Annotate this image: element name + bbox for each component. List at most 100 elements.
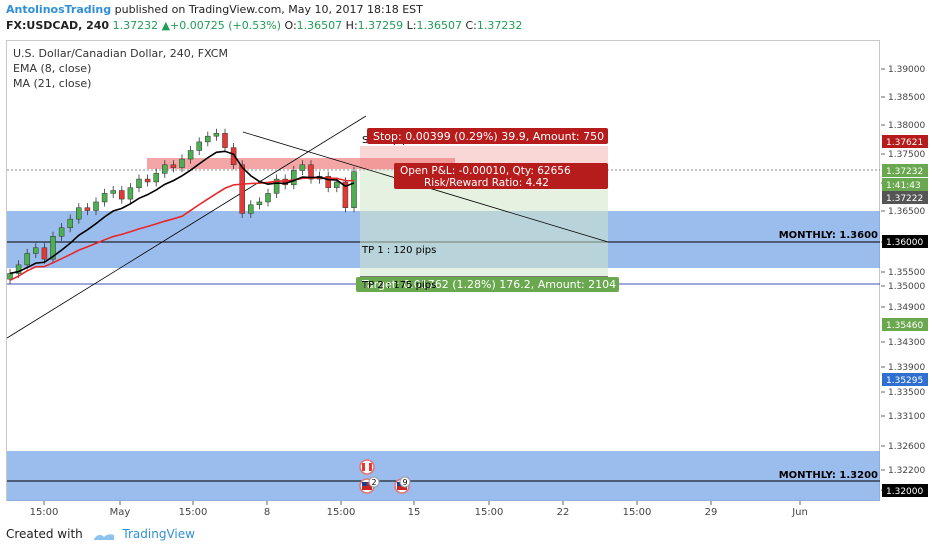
price-tag-label: 1.35295 <box>886 376 923 386</box>
candle <box>67 218 73 228</box>
candle <box>15 264 22 274</box>
candle <box>265 193 271 203</box>
time-tick-label: 15:00 <box>475 507 504 518</box>
price-tick-label: 1.33100 <box>888 412 925 422</box>
time-tick-label: 15:00 <box>30 507 59 518</box>
target-label: Target: 0.01762 (1.28%) 176.2, Amount: 2… <box>361 278 616 291</box>
price-tag-label: 1:41:43 <box>886 181 921 191</box>
price-tick-label: 1.39000 <box>888 65 925 75</box>
open-pnl-label: Open P&L: -0.00010, Qty: 62656 <box>400 165 571 177</box>
candle <box>84 207 91 211</box>
candle <box>136 178 142 188</box>
event-badge-9[interactable]: 9 <box>399 476 411 488</box>
legend-title: U.S. Dollar/Canadian Dollar, 240, FXCM <box>13 47 228 60</box>
price-tick-label: 1.36500 <box>888 207 925 217</box>
price-tag <box>882 191 928 204</box>
footer: Created with TradingView <box>6 527 195 541</box>
time-axis[interactable]: 15:00 May 15:00 8 15:00 15 15:00 22 15:00 29 Jun <box>30 501 808 518</box>
ohlc-line: FX:USDCAD, 240 1.37232 ▲+0.00725 (+0.53%… <box>6 19 522 33</box>
ascending-trendline <box>6 115 367 339</box>
open-value: 1.36507 <box>296 19 343 32</box>
time-tick-label: 22 <box>557 507 570 518</box>
price-tag <box>882 318 928 331</box>
canada-flag-icon[interactable] <box>359 459 375 475</box>
candle <box>299 164 306 171</box>
price-tag <box>882 373 928 386</box>
price-tick-label: 1.33500 <box>888 388 925 398</box>
candle <box>308 164 314 180</box>
tp1-label: TP 1 : 120 pips <box>361 245 436 256</box>
candle <box>33 247 39 254</box>
price-tick-label: 1.35000 <box>888 282 925 292</box>
stop-label-box[interactable] <box>367 128 608 144</box>
price-tag <box>882 484 928 497</box>
time-tick-label: 15:00 <box>623 507 652 518</box>
price-axis[interactable]: 1.390001.385001.380001.375001.370001.365… <box>881 40 932 501</box>
price-tag-label: 1.37232 <box>886 167 923 177</box>
ema-line <box>9 150 355 275</box>
target-label-box[interactable] <box>356 277 619 292</box>
candle <box>127 187 134 200</box>
tradingview-brand[interactable]: TradingView <box>122 527 195 541</box>
low-label: L: <box>406 19 417 32</box>
time-tick-label: 15:00 <box>327 507 356 518</box>
publish-line: AntolinosTrading published on TradingVie… <box>6 3 423 17</box>
svg-text:9: 9 <box>402 478 407 487</box>
open-pnl-box[interactable] <box>394 163 608 189</box>
candle <box>273 178 280 194</box>
time-tick-label: 15 <box>408 507 421 518</box>
close-value: 1.37232 <box>476 19 523 32</box>
candle <box>351 171 357 208</box>
symbol-label: FX:USDCAD, 240 <box>6 19 110 32</box>
monthly-zone-lower <box>7 451 880 501</box>
price-tick-label: 1.32200 <box>888 466 925 476</box>
tp2-label: TP 2 : 175 pips <box>361 280 436 291</box>
candle <box>334 181 340 188</box>
price-tag-label: 1.36000 <box>886 238 923 248</box>
candle <box>325 175 331 188</box>
candle <box>256 201 263 206</box>
price-tag <box>882 235 928 248</box>
candle <box>248 204 254 214</box>
change-value: +0.00725 (+0.53%) <box>170 19 281 32</box>
candle <box>205 135 211 143</box>
legend-ma: MA (21, close) <box>13 77 92 90</box>
candle <box>213 133 220 137</box>
published-text: published on TradingView.com, May 10, 20… <box>114 3 423 16</box>
price-tick-label: 1.38500 <box>888 93 925 103</box>
price-tag-label: 1.37222 <box>886 194 923 204</box>
candle <box>291 170 297 186</box>
chart-legend: U.S. Dollar/Canadian Dollar, 240, FXCM E… <box>13 46 228 91</box>
candle <box>230 147 237 166</box>
close-label: C: <box>465 19 477 32</box>
candle <box>119 190 125 200</box>
price-tag <box>882 178 928 191</box>
price-tick-label: 1.32600 <box>888 442 925 452</box>
candle <box>170 164 177 168</box>
candle <box>24 253 30 266</box>
time-tick-label: Jun <box>791 507 808 518</box>
event-badge-2[interactable]: 2 <box>368 476 380 488</box>
high-value: 1.37259 <box>357 19 404 32</box>
candles-group <box>7 128 357 284</box>
monthly-label-lower: MONTHLY: 1.3200 <box>779 470 878 481</box>
candle <box>153 173 159 183</box>
candle <box>222 133 228 148</box>
created-with-text: Created with <box>6 527 83 541</box>
candle <box>162 164 168 174</box>
price-tag-label: 1.37621 <box>886 138 923 148</box>
candle <box>179 158 185 168</box>
author-link[interactable]: AntolinosTrading <box>6 3 112 16</box>
candle <box>239 164 245 214</box>
tradingview-logo-icon[interactable] <box>93 530 115 540</box>
candle <box>93 201 99 211</box>
monthly-label-upper: MONTHLY: 1.3600 <box>779 230 878 241</box>
candle <box>110 190 116 194</box>
low-value: 1.36507 <box>416 19 463 32</box>
rr-label: Risk/Reward Ratio: 4.42 <box>424 177 549 189</box>
price-tag <box>882 164 928 177</box>
svg-text:2: 2 <box>371 478 376 487</box>
time-tick-label: May <box>110 507 131 518</box>
price-tick-label: 1.33900 <box>888 363 925 373</box>
